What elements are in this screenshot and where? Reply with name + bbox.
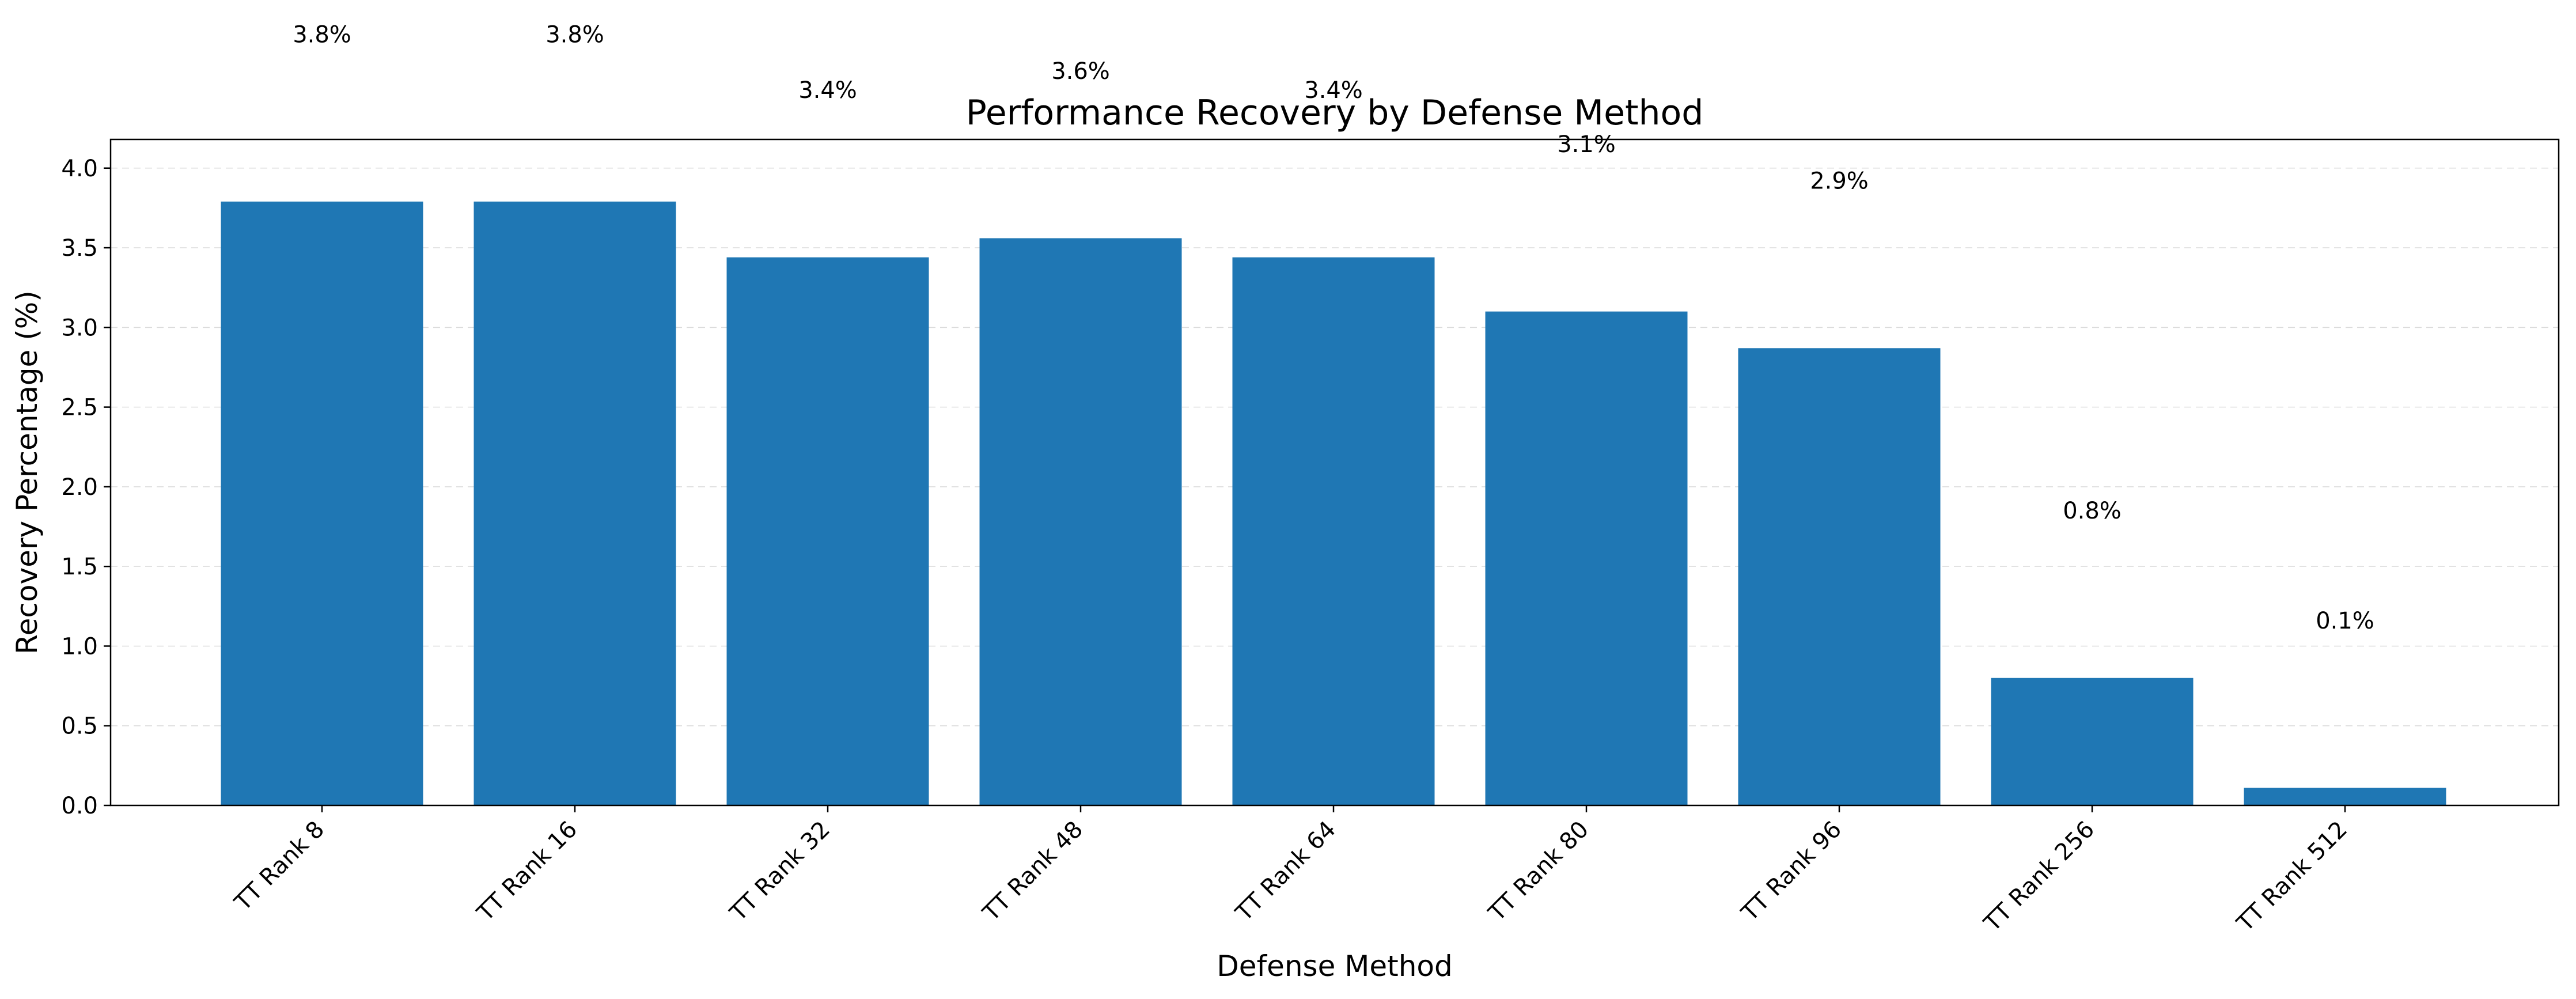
y-tick-label: 2.5 — [61, 395, 98, 421]
bar-value-label: 3.8% — [545, 21, 604, 48]
bar — [2244, 788, 2446, 805]
chart-title: Performance Recovery by Defense Method — [966, 93, 1704, 133]
y-tick-label: 1.5 — [61, 554, 98, 580]
bar — [1738, 348, 1941, 805]
bar-value-label: 3.8% — [293, 21, 351, 48]
bar-value-label: 2.9% — [1810, 168, 1869, 195]
x-tick-label: TT Rank 512 — [2232, 816, 2353, 937]
plot-frame — [109, 138, 2560, 807]
x-tick-label: TT Rank 16 — [472, 816, 582, 927]
bar — [1485, 311, 1688, 805]
x-tick-label: TT Rank 8 — [229, 816, 329, 917]
bar — [1232, 257, 1435, 805]
bar — [1991, 678, 2194, 805]
x-tick-label: TT Rank 96 — [1736, 816, 1847, 927]
x-tick-label: TT Rank 64 — [1230, 816, 1341, 927]
bar-value-label: 3.6% — [1051, 58, 1110, 85]
axes — [109, 138, 2560, 807]
bar — [979, 238, 1182, 805]
bar-value-label: 3.1% — [1557, 131, 1616, 158]
bar-value-label: 3.4% — [798, 77, 857, 104]
y-tick-label: 2.0 — [61, 474, 98, 501]
bar — [726, 257, 929, 805]
x-tick-label: TT Rank 256 — [1979, 816, 2100, 937]
value-labels: 3.8% 3.8% 3.4% 3.6% 3.4% 3.1% 2.9% 0.8% 0.1% — [293, 21, 2374, 634]
y-tick-label: 0.5 — [61, 713, 98, 740]
x-tick-label: TT Rank 32 — [725, 816, 835, 927]
y-axis-title: Recovery Percentage (%) — [10, 290, 44, 654]
bar-value-label: 0.8% — [2063, 498, 2122, 524]
y-tick-label: 4.0 — [61, 156, 98, 182]
y-tick-label: 3.0 — [61, 315, 98, 341]
y-tick-label: 1.0 — [61, 633, 98, 660]
bar — [221, 201, 423, 805]
y-axis-ticks: 0.0 0.5 1.0 1.5 2.0 2.5 3.0 3.5 4.0 — [61, 156, 111, 819]
bars — [221, 201, 2446, 805]
bar — [473, 201, 676, 805]
y-tick-label: 3.5 — [61, 235, 98, 262]
x-axis-ticks: TT Rank 8 TT Rank 16 TT Rank 32 TT Rank 48 T… — [229, 805, 2353, 937]
y-tick-label: 0.0 — [61, 793, 98, 819]
x-tick-label: TT Rank 48 — [978, 816, 1088, 927]
bar-value-label: 3.4% — [1304, 77, 1363, 104]
bar-value-label: 0.1% — [2316, 608, 2374, 634]
x-tick-label: TT Rank 80 — [1483, 816, 1594, 927]
x-axis-title: Defense Method — [1217, 949, 1453, 983]
